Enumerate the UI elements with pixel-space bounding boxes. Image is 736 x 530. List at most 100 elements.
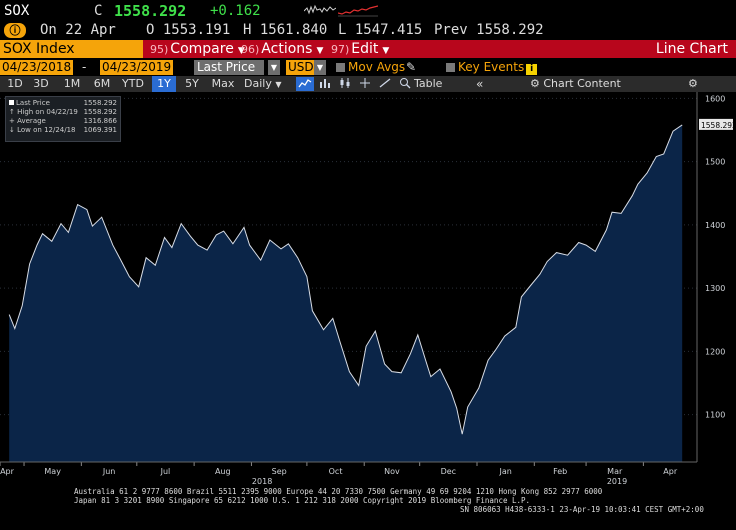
legend-label: Average xyxy=(17,117,46,125)
footer-session: SN 806063 H438-6333-1 23-Apr-19 10:03:41… xyxy=(460,505,704,514)
candle-icon[interactable] xyxy=(336,77,354,91)
chevron-down-icon[interactable]: ▼ xyxy=(268,60,280,75)
compare-button[interactable]: 95) Compare ▼ xyxy=(150,40,245,58)
legend-value: 1069.391 xyxy=(83,126,117,134)
x-tick-label: Dec xyxy=(441,467,456,476)
y-tick-label: 1400 xyxy=(705,221,725,230)
zoom-icon[interactable] xyxy=(396,77,414,91)
high-price: H 1561.840 xyxy=(243,22,328,38)
range-max-button[interactable]: Max xyxy=(211,77,235,90)
y-tick-label: 1200 xyxy=(705,347,725,356)
mov-avgs-label[interactable]: Mov Avgs xyxy=(348,60,406,74)
x-tick-label: Apr xyxy=(663,467,678,476)
table-button[interactable]: Table xyxy=(414,77,443,90)
price-change: +0.162 xyxy=(210,3,261,19)
compare-shortcut: 95) xyxy=(150,43,169,56)
key-events-label: Key Events xyxy=(458,60,525,74)
x-tick-label: May xyxy=(44,467,61,476)
draw-icon[interactable] xyxy=(376,77,394,91)
chevron-down-icon: ▼ xyxy=(237,46,245,56)
currency-select[interactable]: USD xyxy=(286,60,316,75)
x-tick-label: Jan xyxy=(498,467,511,476)
y-tick-label: 1600 xyxy=(705,94,725,103)
range-ytd-button[interactable]: YTD xyxy=(122,77,144,90)
legend-high: ↑ High on 04/22/19 1558.292 xyxy=(9,108,117,117)
daily-sparkline-icon xyxy=(338,5,378,17)
chart-type-title: Line Chart xyxy=(655,41,728,57)
legend-average-icon: + xyxy=(9,117,15,125)
legend-low: ↓ Low on 12/24/18 1069.391 xyxy=(9,126,117,135)
chart-content-gear-icon: ⚙ xyxy=(530,77,540,90)
range-1y-button[interactable]: 1Y xyxy=(152,76,176,92)
security-input[interactable]: SOX Index xyxy=(0,40,143,58)
footer-contacts-1: Australia 61 2 9777 8600 Brazil 5511 239… xyxy=(74,487,603,496)
legend-low-arrow-icon: ↓ xyxy=(9,126,15,134)
price-field-select[interactable]: Last Price xyxy=(194,60,264,75)
line-chart-icon[interactable] xyxy=(296,77,314,91)
year-label: 2019 xyxy=(607,477,627,484)
x-tick-label: Jul xyxy=(160,467,171,476)
last-price: 1558.292 xyxy=(114,2,187,20)
legend-label: Last Price xyxy=(16,99,50,107)
x-tick-label: Aug xyxy=(215,467,231,476)
chevron-down-icon[interactable]: ▼ xyxy=(314,60,326,75)
chart-content-button[interactable]: ⚙ Chart Content xyxy=(530,76,621,92)
legend-swatch-icon xyxy=(9,100,14,105)
x-tick-label: Mar xyxy=(607,467,623,476)
price-chart[interactable]: 1100 1200 1300 1400 1500 1600 Apr May Jun Jul Aug S… xyxy=(0,92,736,484)
chevron-down-icon: ▼ xyxy=(382,46,390,56)
range-1m-button[interactable]: 1M xyxy=(63,77,81,90)
line-chart-plot[interactable]: 1100 1200 1300 1400 1500 1600 Apr May Jun Jul Aug S… xyxy=(0,92,736,484)
range-toolbar: 1D 3D 1M 6M YTD 1Y 5Y Max Daily ▼ Table … xyxy=(0,76,736,92)
intraday-sparkline-icon xyxy=(304,4,336,15)
chevron-down-icon: ▼ xyxy=(316,46,324,56)
compare-label: Compare xyxy=(170,41,234,57)
crosshair-icon[interactable] xyxy=(356,77,374,91)
y-tick-label: 1100 xyxy=(705,411,725,420)
pencil-icon[interactable]: ✎ xyxy=(406,60,417,74)
mov-avgs-checkbox[interactable] xyxy=(336,63,345,72)
frequency-select[interactable]: Daily ▼ xyxy=(244,76,282,93)
frequency-label: Daily xyxy=(244,77,272,90)
legend-value: 1558.292 xyxy=(83,99,117,107)
y-tick-label: 1500 xyxy=(705,158,725,167)
x-tick-label: Sep xyxy=(272,467,287,476)
x-tick-label: Apr xyxy=(0,467,15,476)
legend-last-price: Last Price 1558.292 xyxy=(9,99,117,108)
chevron-down-icon: ▼ xyxy=(275,80,282,89)
range-1d-button[interactable]: 1D xyxy=(7,77,23,90)
open-price: O 1553.191 xyxy=(146,22,231,38)
key-events-checkbox[interactable] xyxy=(446,63,455,72)
low-price: L 1547.415 xyxy=(338,22,423,38)
ticker-symbol[interactable]: SOX xyxy=(4,3,30,19)
x-tick-label: Nov xyxy=(384,467,400,476)
end-date-input[interactable]: 04/23/2019 xyxy=(100,60,174,75)
legend-value: 1558.292 xyxy=(83,108,117,116)
collapse-icon[interactable]: « xyxy=(476,77,484,91)
x-tick-label: Feb xyxy=(553,467,567,476)
range-6m-button[interactable]: 6M xyxy=(93,77,111,90)
chart-legend[interactable]: Last Price 1558.292 ↑ High on 04/22/19 155… xyxy=(5,96,121,142)
x-tick-label: Oct xyxy=(329,467,343,476)
edit-button[interactable]: 97) Edit ▼ xyxy=(331,40,389,58)
gear-icon[interactable]: ⚙ xyxy=(688,77,698,90)
date-separator: - xyxy=(82,60,87,74)
previous-price: Prev 1558.292 xyxy=(434,22,544,38)
last-price-tag xyxy=(699,118,733,130)
actions-label: Actions xyxy=(261,41,313,57)
chart-content-label: Chart Content xyxy=(543,77,621,90)
range-3d-button[interactable]: 3D xyxy=(33,77,49,90)
key-events-control[interactable]: Key Events i xyxy=(458,59,538,75)
bar-chart-icon[interactable] xyxy=(316,77,334,91)
range-5y-button[interactable]: 5Y xyxy=(185,77,199,90)
actions-button[interactable]: 96) Actions ▼ xyxy=(241,40,323,58)
x-tick-label: Jun xyxy=(102,467,116,476)
start-date-input[interactable]: 04/23/2018 xyxy=(0,60,74,75)
price-area xyxy=(9,124,683,463)
settings-bar: 04/23/2018 - 04/23/2019 Last Price ▼ USD… xyxy=(0,59,736,76)
menu-bar: SOX Index 95) Compare ▼ 96) Actions ▼ 97) Edi… xyxy=(0,40,736,58)
key-events-info-icon[interactable]: i xyxy=(526,64,538,75)
legend-average: + Average 1316.866 xyxy=(9,117,117,126)
legend-label: Low on 12/24/18 xyxy=(17,126,76,134)
info-badge-icon[interactable]: ⓘ xyxy=(4,23,26,38)
